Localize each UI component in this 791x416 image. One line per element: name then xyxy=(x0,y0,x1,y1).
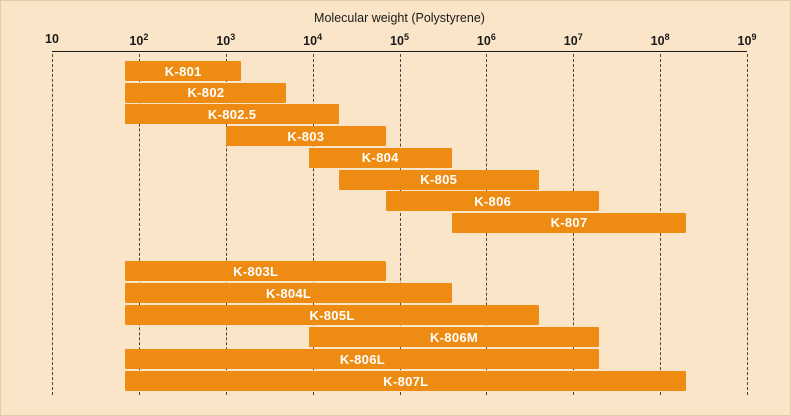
gridline-10e3 xyxy=(225,54,227,395)
bar-label: K-806L xyxy=(339,351,385,367)
bar-k-803: K-803 xyxy=(225,126,387,147)
x-axis-tick-10e8: 108 xyxy=(650,32,670,49)
gridline-10e2 xyxy=(138,54,140,395)
gridline-10e9 xyxy=(747,54,748,395)
bar-label: K-807L xyxy=(383,373,429,389)
bar-k-802: K-802 xyxy=(125,82,287,103)
x-axis-tick-10e1: 10 xyxy=(45,32,59,46)
bar-k-805: K-805 xyxy=(338,169,539,190)
bar-label: K-802.5 xyxy=(207,106,257,122)
bar-label: K-806 xyxy=(474,193,512,209)
bar-k-806: K-806 xyxy=(386,191,600,212)
x-axis-tick-10e6: 106 xyxy=(476,32,496,49)
bar-k-801: K-801 xyxy=(125,61,242,81)
bar-label: K-806M xyxy=(429,329,479,345)
bar-k-806l: K-806L xyxy=(125,349,600,369)
gridline-10e4 xyxy=(312,54,314,395)
bar-label: K-805 xyxy=(420,172,458,187)
chart-title: Molecular weight (Polystyrene) xyxy=(314,11,485,25)
x-axis-tick-10e7: 107 xyxy=(563,32,583,49)
bar-label: K-805L xyxy=(309,307,355,323)
bar-k-802-5: K-802.5 xyxy=(125,104,339,125)
gridline-10e1 xyxy=(52,54,53,395)
x-axis-tick-10e4: 104 xyxy=(303,32,323,49)
x-axis-tick-10e2: 102 xyxy=(129,32,149,49)
bar-label: K-804L xyxy=(266,285,312,301)
gridline-10e5 xyxy=(399,54,401,395)
plot-area: 10 102 103 104 105 106 107 108 109 K-801 K-802 K-80… xyxy=(45,0,756,416)
x-axis-tick-10e9: 109 xyxy=(737,32,757,49)
x-axis-line xyxy=(52,51,747,52)
bar-label: K-804 xyxy=(361,150,399,166)
bar-k-805l: K-805L xyxy=(125,305,539,325)
bar-label: K-801 xyxy=(164,63,202,79)
bar-label: K-803 xyxy=(287,128,325,144)
bar-k-807: K-807 xyxy=(451,212,687,233)
bar-k-807l: K-807L xyxy=(125,371,687,391)
bar-label: K-802 xyxy=(187,85,225,101)
bar-k-803l: K-803L xyxy=(125,261,387,281)
x-axis-tick-10e5: 105 xyxy=(390,32,409,49)
x-axis-tick-10e3: 103 xyxy=(216,32,236,49)
bar-k-804: K-804 xyxy=(308,147,452,168)
bar-label: K-807 xyxy=(550,215,588,231)
bar-label: K-803L xyxy=(233,263,279,279)
bar-k-806m: K-806M xyxy=(308,327,600,347)
bar-k-804l: K-804L xyxy=(125,283,452,303)
